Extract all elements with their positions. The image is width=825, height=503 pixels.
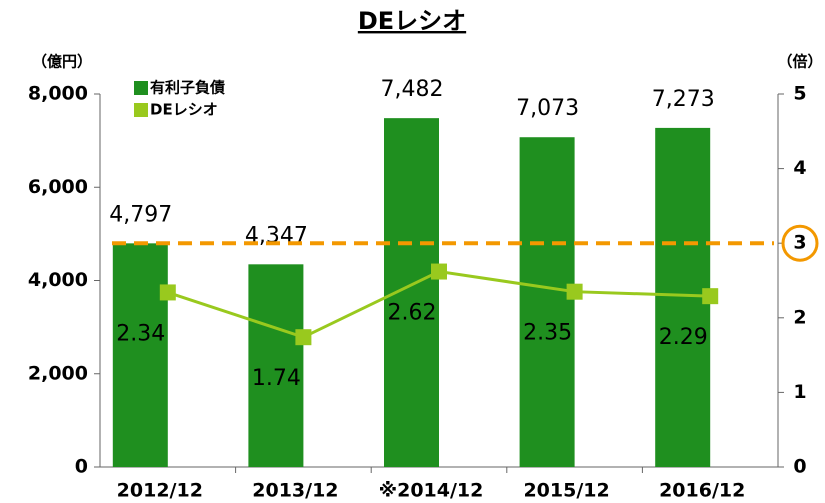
line-value-label: 1.74 bbox=[252, 366, 301, 391]
bar bbox=[519, 137, 575, 467]
line-marker bbox=[431, 263, 447, 280]
bar-value-label: 7,273 bbox=[652, 87, 715, 112]
legend-label: 有利子負債 bbox=[150, 79, 225, 97]
legend-swatch bbox=[134, 81, 148, 95]
y2-tick-label: 5 bbox=[793, 83, 806, 105]
y-tick-label: 6,000 bbox=[28, 176, 88, 198]
y2-tick-label: 4 bbox=[793, 157, 806, 179]
y-tick-label: 0 bbox=[75, 456, 88, 478]
x-tick-label: 2012/12 bbox=[117, 480, 203, 502]
bar-value-label: 4,797 bbox=[109, 202, 172, 227]
line-marker bbox=[566, 283, 583, 300]
line-marker bbox=[159, 284, 176, 301]
y2-tick-label: 0 bbox=[793, 456, 806, 478]
bar-value-label: 7,482 bbox=[381, 77, 444, 102]
line-marker bbox=[702, 288, 719, 305]
line-marker bbox=[295, 329, 312, 346]
bar-value-label: 7,073 bbox=[516, 96, 579, 121]
y-tick-label: 8,000 bbox=[28, 83, 88, 105]
x-tick-label: ※2014/12 bbox=[379, 480, 484, 502]
x-tick-label: 2013/12 bbox=[252, 480, 338, 502]
x-tick-label: 2015/12 bbox=[523, 480, 609, 502]
line-value-label: 2.34 bbox=[116, 321, 165, 346]
legend-label: DEレシオ bbox=[150, 101, 218, 119]
highlight-circle bbox=[781, 224, 819, 262]
y2-tick-label: 2 bbox=[793, 306, 806, 328]
line-value-label: 2.62 bbox=[388, 301, 437, 326]
y-tick-label: 4,000 bbox=[28, 269, 88, 291]
bar bbox=[248, 264, 304, 467]
y2-tick-label: 3 bbox=[793, 232, 806, 254]
line-value-label: 2.35 bbox=[523, 321, 572, 346]
line-value-label: 2.29 bbox=[659, 325, 708, 350]
y2-axis-label: （倍） bbox=[777, 53, 822, 71]
legend-swatch bbox=[134, 103, 148, 117]
chart-title: DEレシオ bbox=[358, 7, 466, 35]
y-tick-label: 2,000 bbox=[28, 362, 88, 384]
bar bbox=[655, 127, 711, 468]
y2-tick-label: 1 bbox=[793, 381, 806, 403]
y-axis-label: （億円） bbox=[32, 53, 92, 71]
bar bbox=[112, 243, 168, 467]
x-tick-label: 2016/12 bbox=[659, 480, 745, 502]
